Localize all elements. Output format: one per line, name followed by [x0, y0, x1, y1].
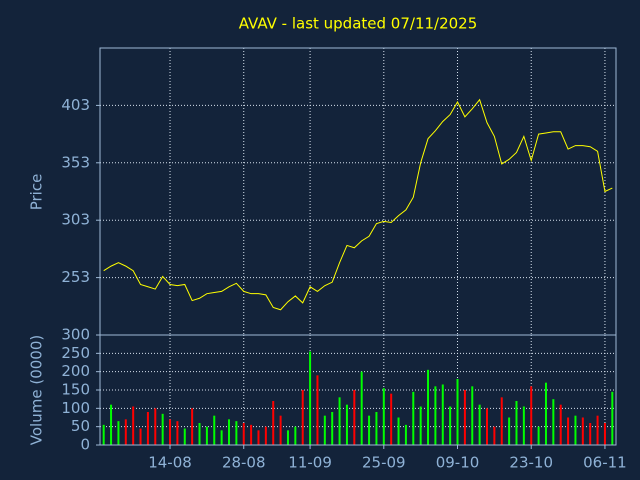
volume-bar — [375, 412, 378, 445]
volume-bar — [191, 408, 194, 445]
volume-bar — [309, 351, 312, 445]
volume-bar — [574, 415, 577, 445]
volume-bar — [515, 401, 518, 445]
volume-bar — [286, 430, 289, 445]
volume-bar — [449, 406, 452, 445]
volume-bar — [434, 386, 437, 445]
volume-bar — [228, 419, 230, 445]
volume-bar — [552, 399, 555, 445]
volume-bar — [486, 408, 488, 445]
x-tick-label: 14-08 — [148, 454, 192, 472]
volume-bar — [471, 386, 474, 445]
volume-bar — [279, 415, 282, 445]
x-tick-label: 11-09 — [288, 454, 332, 472]
volume-bar — [581, 417, 584, 445]
y-axis-label: Volume (0000) — [28, 335, 46, 445]
y-tick-label: 403 — [61, 96, 90, 114]
volume-bar — [596, 415, 599, 445]
volume-bar — [124, 419, 127, 445]
volume-bar — [323, 415, 326, 445]
volume-bar — [353, 390, 356, 445]
volume-bar — [567, 417, 570, 445]
volume-bar — [456, 379, 459, 445]
volume-bar — [500, 397, 503, 445]
x-tick-label: 06-11 — [583, 454, 627, 472]
volume-bar — [117, 421, 120, 445]
volume-bar — [530, 386, 533, 445]
y-tick-label: 300 — [61, 326, 90, 344]
volume-bar — [537, 426, 540, 445]
volume-bar — [198, 423, 201, 445]
volume-bar — [102, 424, 105, 445]
plot-frame — [99, 47, 617, 336]
chart-title: AVAV - last updated 07/11/2025 — [239, 15, 478, 33]
y-tick-label: 303 — [61, 211, 90, 229]
volume-bar — [235, 421, 238, 445]
volume-bar — [427, 369, 430, 445]
volume-bar — [544, 382, 547, 445]
y-tick-label: 100 — [61, 399, 90, 417]
volume-bar — [478, 404, 481, 445]
volume-bar — [146, 412, 149, 445]
y-tick-label: 150 — [61, 381, 90, 399]
volume-bar — [611, 391, 614, 445]
y-tick-label: 253 — [61, 268, 90, 286]
volume-bar — [169, 419, 172, 445]
volume-bar — [404, 424, 407, 445]
volume-bar — [161, 413, 164, 445]
volume-bar — [250, 424, 253, 445]
volume-bar — [139, 428, 142, 445]
volume-bar — [220, 430, 223, 445]
y-tick-label: 200 — [61, 362, 90, 380]
y-tick-label: 353 — [61, 153, 90, 171]
y-tick-label: 50 — [71, 417, 90, 435]
volume-bar — [368, 415, 371, 445]
volume-bar — [176, 421, 179, 445]
volume-bar — [397, 417, 400, 445]
plot-frame — [99, 334, 617, 446]
volume-bar — [316, 375, 319, 445]
volume-bar — [272, 401, 275, 445]
volume-bar — [493, 426, 496, 445]
y-tick-label: 0 — [80, 436, 90, 454]
volume-bar — [382, 388, 385, 445]
volume-bar — [508, 417, 511, 445]
volume-bar — [345, 404, 348, 445]
volume-bar — [213, 415, 216, 445]
volume-bar — [264, 426, 267, 445]
x-tick-label: 25-09 — [362, 454, 406, 472]
price-line — [103, 98, 613, 311]
volume-bar — [331, 412, 334, 445]
x-tick-label: 23-10 — [509, 454, 553, 472]
volume-bar — [463, 390, 466, 445]
y-tick-label: 250 — [61, 344, 90, 362]
volume-bar — [589, 423, 592, 445]
volume-bar — [301, 390, 304, 445]
volume-bar — [441, 384, 444, 445]
x-tick-label: 09-10 — [436, 454, 480, 472]
volume-bar — [132, 406, 135, 445]
y-axis-label: Price — [28, 174, 46, 211]
volume-bar — [294, 426, 297, 445]
x-tick-label: 28-08 — [222, 454, 266, 472]
volume-bar — [338, 397, 341, 445]
volume-bar — [110, 404, 113, 445]
volume-bar — [559, 404, 562, 445]
volume-bar — [522, 406, 525, 445]
volume-bar — [390, 393, 393, 445]
volume-bar — [183, 428, 186, 445]
volume-bar — [419, 406, 422, 445]
volume-bar — [154, 408, 157, 445]
volume-bar — [242, 423, 245, 445]
volume-bar — [412, 391, 415, 445]
volume-bar — [257, 430, 260, 445]
volume-bar — [360, 371, 363, 445]
volume-bar — [603, 423, 606, 445]
volume-bar — [205, 426, 208, 445]
